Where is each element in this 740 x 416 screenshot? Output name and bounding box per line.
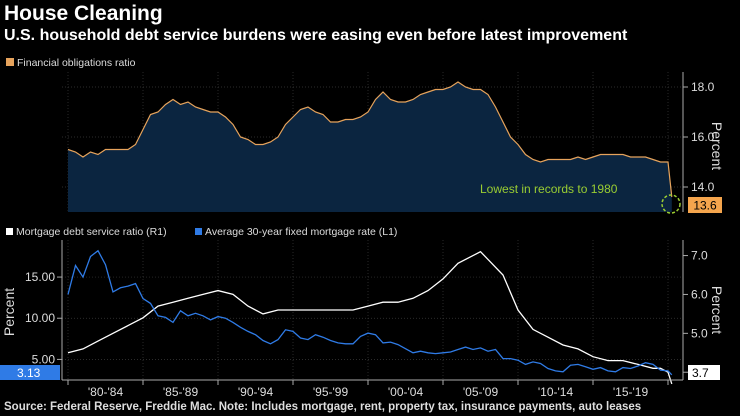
mortgage-last-value-badge	[688, 365, 720, 380]
lowest-annotation: Lowest in records to 1980	[480, 182, 618, 196]
top-y-tick-label: 14.0	[691, 180, 715, 194]
left-y-tick-label: 10.00	[25, 311, 55, 325]
x-tick-label: '15-'19	[613, 385, 649, 399]
mortgage-legend-swatch	[6, 228, 13, 235]
chart-subtitle: U.S. household debt service burdens were…	[4, 27, 628, 44]
fob-series-line	[67, 81, 673, 198]
rate-legend-label: Average 30-year fixed mortgage rate (L1)	[205, 226, 397, 238]
fob-last-value: 13.6	[693, 199, 717, 213]
left-y-tick-label: 5.00	[32, 352, 56, 366]
mortgage-legend-label: Mortgage debt service ratio (R1)	[16, 226, 167, 238]
bottom-left-y-ticks: 15.00 10.00 5.00	[25, 270, 62, 366]
fob-last-value-badge	[688, 197, 722, 213]
rate-series-line	[67, 249, 673, 376]
fob-area-fill	[68, 82, 672, 212]
lowest-highlight-circle	[661, 194, 681, 214]
bottom-left-axis-label: Percent	[1, 288, 17, 336]
rate-last-value-badge	[0, 365, 60, 380]
fob-legend-swatch	[6, 58, 14, 66]
mortgage-series-line	[67, 250, 673, 385]
rate-last-value: 3.13	[17, 366, 41, 380]
x-tick-label: '90-'94	[238, 385, 274, 399]
chart-title: House Cleaning	[4, 2, 163, 25]
top-y-tick-label: 16.0	[691, 130, 715, 144]
mortgage-last-value: 3.7	[692, 366, 709, 380]
x-tick-label: '95-'99	[313, 385, 349, 399]
x-axis-ticks: '80-'84 '85-'89 '90-'94 '95-'99 '00-'04 '05-'…	[67, 380, 669, 399]
bottom-right-y-ticks: 7.06.05.04.0	[683, 249, 708, 379]
x-tick-label: '00-'04	[388, 385, 424, 399]
fob-legend-label: Financial obligations ratio	[17, 57, 136, 69]
right-y-tick-label: 7.0	[691, 249, 708, 263]
x-tick-label: '05-'09	[463, 385, 499, 399]
x-tick-label: '10-'14	[538, 385, 574, 399]
x-tick-label: '85-'89	[163, 385, 199, 399]
top-y-axis-label: Percent	[709, 122, 725, 170]
source-note: Source: Federal Reserve, Freddie Mac. No…	[4, 401, 642, 413]
right-y-tick-label: 6.0	[691, 287, 708, 301]
left-y-tick-label: 15.00	[25, 270, 55, 284]
x-tick-label: '80-'84	[88, 385, 124, 399]
top-y-ticks: 18.0 16.0 14.0	[683, 80, 715, 194]
bottom-right-axis-label: Percent	[709, 286, 725, 334]
top-y-tick-label: 18.0	[691, 80, 715, 94]
right-y-tick-label: 5.0	[691, 326, 708, 340]
rate-legend-swatch	[195, 228, 202, 235]
